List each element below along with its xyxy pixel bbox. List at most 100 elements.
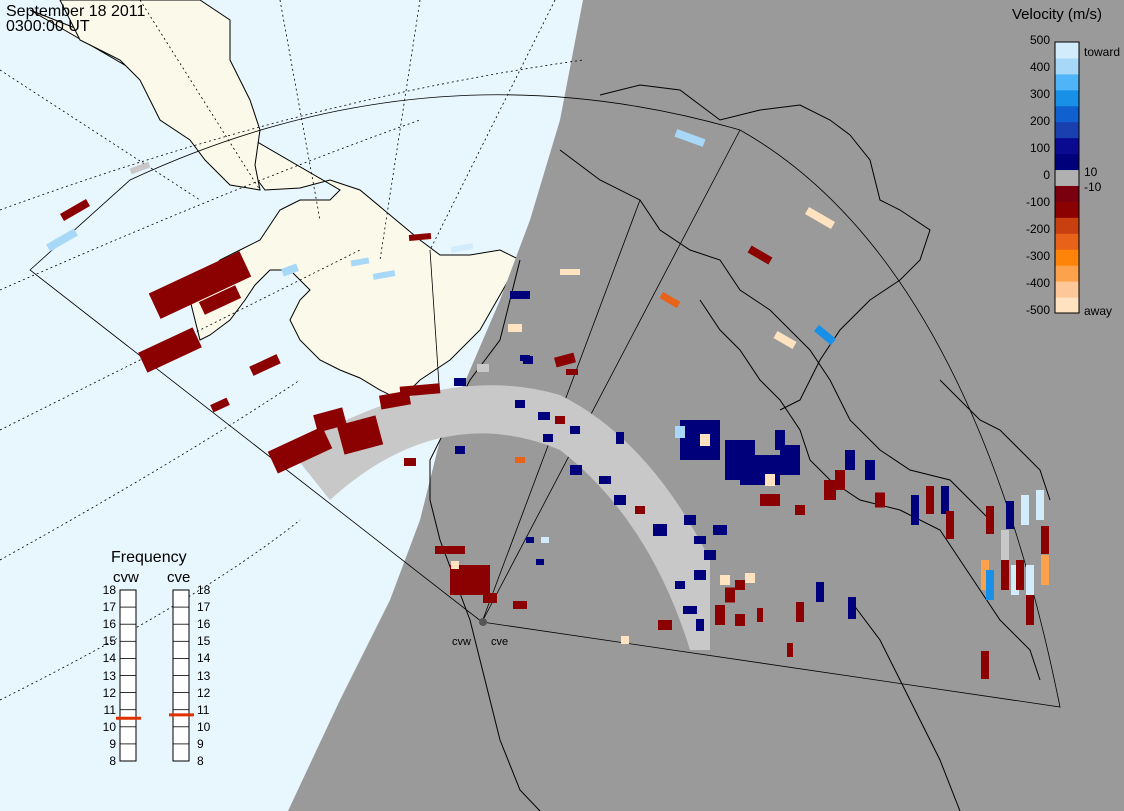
coastlines [429,84,1051,811]
velocity-cell [875,492,885,508]
velocity-cell [570,465,582,475]
frequency-tick-label: 13 [197,668,211,683]
velocity-cell [515,457,525,463]
velocity-cell [450,565,490,595]
velocity-cell [694,536,706,544]
colorbar-swatch [1055,185,1079,202]
velocity-cell [735,614,745,626]
frequency-tick-label: 10 [102,719,116,734]
velocity-cell [560,269,580,275]
velocity-cell [435,546,465,554]
velocity-cell [986,506,994,534]
colorbar-tick-label: 400 [1029,60,1050,74]
velocity-cell [674,129,706,147]
radar-label-cvw: cvw [452,636,471,648]
sunlit-land [29,9,521,401]
velocity-cell [946,511,954,539]
colorbar-swatch [1055,233,1079,250]
velocity-cell [684,515,696,525]
frequency-tick-label: 15 [197,634,211,649]
velocity-cell [1001,530,1009,560]
velocity-cell [981,651,989,679]
velocity-cell [267,426,333,474]
velocity-cell [523,356,533,364]
velocity-cell [404,458,416,466]
velocity-cell [336,415,384,455]
velocity-cell [543,434,553,442]
velocity-cell [281,263,299,277]
velocity-cell [477,364,489,372]
velocity-cell [599,476,611,484]
velocity-cell [1001,560,1009,590]
velocity-cell [725,587,735,603]
velocity-cell [715,605,725,625]
velocity-cell [848,597,856,619]
colorbar-swatch [1055,105,1079,123]
colorbar-pos10-label: 10 [1084,165,1098,179]
colorbar-swatch [1055,137,1079,155]
velocity-cell [1011,565,1019,595]
velocity-cell [941,486,949,514]
velocity-cell [824,480,836,500]
frequency-tick-label: 16 [197,617,211,632]
velocity-cell [757,608,763,622]
colorbar-frame [1054,41,1080,314]
colorbar-swatch [1055,169,1079,186]
colorbar-neg10-label: -10 [1084,180,1102,194]
velocity-cell [981,560,989,590]
colorbar-swatch [1055,153,1079,171]
velocity-cell [148,251,252,319]
velocity-cell [60,199,90,221]
velocity-cell [773,331,797,349]
colorbar-tick-label: -200 [1025,222,1050,236]
frequency-tick-label: 15 [102,634,116,649]
chukotka-land [59,0,261,191]
colorbar-swatch [1055,281,1079,298]
frequency-tick-label: 11 [197,702,210,717]
frequency-tick-label: 14 [197,651,211,666]
frequency-tick-label: 12 [197,685,211,700]
velocity-cell [210,397,230,413]
velocity-cell [570,426,580,434]
velocity-cell [675,426,685,438]
velocity-cell [986,570,994,600]
velocity-cell [566,369,578,375]
velocity-cell [795,505,805,515]
colorbar-swatch [1055,249,1079,266]
velocity-cell [198,285,242,315]
frequency-tick-label: 17 [197,600,211,615]
velocity-cell [555,416,565,424]
velocity-cell [621,636,629,644]
graticule [0,0,584,701]
velocity-cell [713,525,727,535]
velocity-cell [614,495,626,505]
frequency-tick-label: 10 [197,719,211,734]
map-date: September 18 2011 [6,3,146,20]
velocity-cell [538,412,550,420]
velocity-cell [554,352,576,368]
frequency-tick-label: 18 [197,583,211,597]
frequency-tick-label: 14 [102,651,116,666]
velocity-cell [399,383,441,397]
velocity-cell [780,445,800,475]
velocity-cell [1026,595,1034,625]
colorbar-swatch [1055,42,1079,59]
radar-label-cve: cve [491,636,509,648]
frequency-panel [116,589,194,762]
velocity-cell [775,430,785,450]
colorbar-tick-label: -300 [1025,249,1050,263]
velocity-cell [408,233,432,241]
frequency-tick-label: 8 [197,754,204,768]
velocity-cell [129,161,151,175]
map-time: 0300:00 UT [6,18,90,35]
velocity-cell [515,400,525,408]
frequency-tick-label: 16 [102,617,116,632]
velocity-cell [1026,565,1034,595]
colorbar-swatch [1055,265,1079,282]
colorbar-swatch [1055,217,1079,234]
velocity-cell [704,550,716,560]
velocity-cell [805,207,835,229]
velocity-cell [911,495,919,525]
velocity-cell [735,580,745,590]
